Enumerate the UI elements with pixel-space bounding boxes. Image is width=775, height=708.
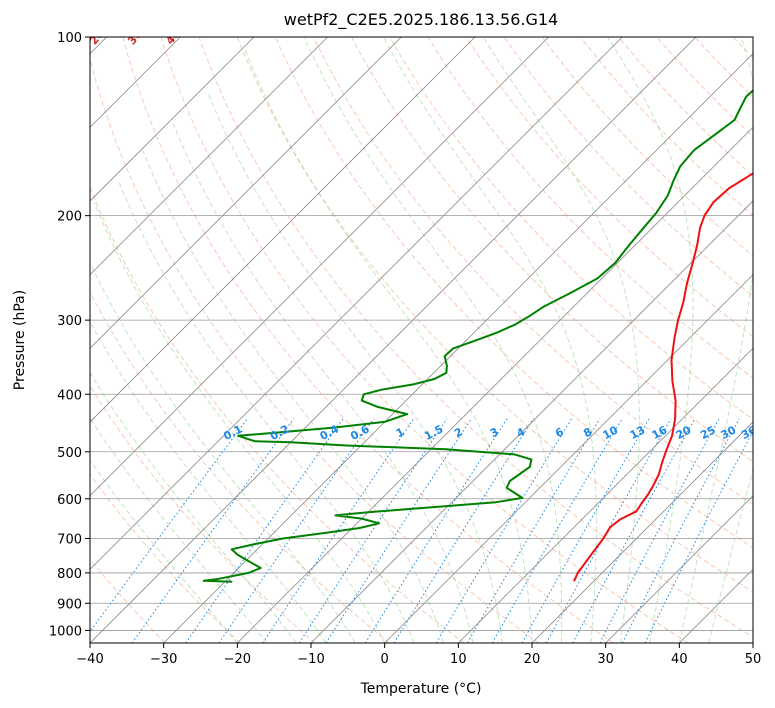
isotherm [531,421,753,643]
isotherm [384,274,753,643]
y-tick-label: 1000 [49,624,82,639]
y-tick-label: 700 [57,533,82,548]
dry-adiabat [427,37,753,379]
isotherm [90,37,255,202]
mixing-ratio-line [298,418,448,643]
x-tick-label: 50 [745,652,762,667]
moist-adiabat [244,49,533,643]
y-tick-label: 900 [57,597,82,612]
dry-adiabat [90,473,241,643]
mixing-ratio-line [131,418,295,643]
mixing-ratio-label: 16 [650,423,670,442]
x-tick-label: 30 [597,652,614,667]
mixing-ratio-line [599,418,720,643]
mixing-ratio-label: 25 [698,423,718,442]
y-tick-label: 800 [57,567,82,582]
mixing-ratio-label: 36 [739,423,759,442]
mixing-ratio-line [393,418,534,643]
moist-adiabat [172,123,474,643]
moist-adiabat [382,37,597,643]
x-axis-label: Temperature (°C) [360,681,482,697]
dry-adiabat [236,37,753,593]
x-tick-label: −20 [224,652,251,667]
dry-adiabat [503,37,753,297]
mixing-ratio-line [621,418,740,643]
moist-adiabat [93,202,386,643]
dry-adiabat-label: 40 [163,27,183,47]
mixing-ratio-line [185,418,344,643]
mixing-ratio-label: 13 [628,423,648,442]
moist-adiabat [90,320,327,643]
dry-adiabat-label: 30 [125,27,145,47]
isotherm [90,37,697,643]
mixing-ratio-line [90,418,248,633]
isotherm [90,37,328,276]
mixing-ratio-line [262,418,415,643]
plot-frame [89,36,754,644]
moist-adiabat [90,417,268,643]
mixing-ratio-line [545,418,672,643]
x-tick-label: 40 [671,652,688,667]
dry-adiabat [122,37,614,643]
mixing-ratio-line [644,430,753,643]
dry-adiabat [90,558,166,643]
moist-adiabat [118,181,415,643]
isotherm [90,37,402,349]
dry-adiabat [90,290,390,643]
y-tick-label: 300 [57,314,82,329]
moist-adiabat [607,37,694,643]
x-tick-label: 20 [524,652,541,667]
moist-adiabat [482,37,640,643]
mixing-ratio-line [572,418,696,643]
x-tick-label: 10 [450,652,467,667]
isotherm [90,37,623,570]
dry-adiabat [90,186,465,643]
y-tick-label: 400 [57,388,82,403]
x-tick-label: −10 [297,652,324,667]
y-axis: 100 200 300 400 500 600 700 800 900 1000 [49,31,90,639]
isotherm [605,495,753,643]
dry-adiabat [90,57,540,643]
mixing-ratio-line [325,418,472,643]
x-tick-label: 0 [381,652,389,667]
isotherm [458,347,753,643]
mixing-ratio-label: 30 [719,423,739,442]
isotherm [90,37,549,497]
y-tick-label: 600 [57,493,82,508]
dry-adiabat [274,37,753,549]
moist-adiabat [708,467,753,643]
mixing-ratio-label: 10 [601,423,621,442]
dry-adiabat [198,37,753,638]
isotherm [90,37,476,423]
moist-adiabat [678,37,753,643]
dry-adiabat [160,37,689,643]
y-tick-label: 100 [57,31,82,46]
dry-adiabat [90,385,316,643]
mixing-ratio-line [364,418,508,643]
moist-adiabat [90,371,297,643]
x-tick-label: −30 [150,652,177,667]
y-tick-label: 500 [57,446,82,461]
mixing-ratio-line [491,418,623,643]
series-layer [202,89,753,583]
dry-adiabat [351,37,753,463]
mixing-ratio-label: 20 [674,423,694,442]
mixing-ratio-line [521,418,650,643]
moist-adiabat [90,459,238,643]
isotherm [310,200,753,643]
y-tick-label: 200 [57,210,82,225]
chart-title: wetPf2_C2E5.2025.186.13.56.G14 [284,10,558,30]
moist-adiabat [303,37,563,643]
x-tick-label: −40 [76,652,103,667]
dewpoint-profile [202,89,753,583]
isotherm [237,126,753,643]
temperature-profile [573,172,753,582]
moist-adiabat [90,261,356,643]
y-axis-label: Pressure (hPa) [12,290,28,390]
dry-adiabat-label: 20 [87,27,107,47]
x-axis: −40 −30 −20 −10 0 10 20 30 40 50 [76,643,761,667]
